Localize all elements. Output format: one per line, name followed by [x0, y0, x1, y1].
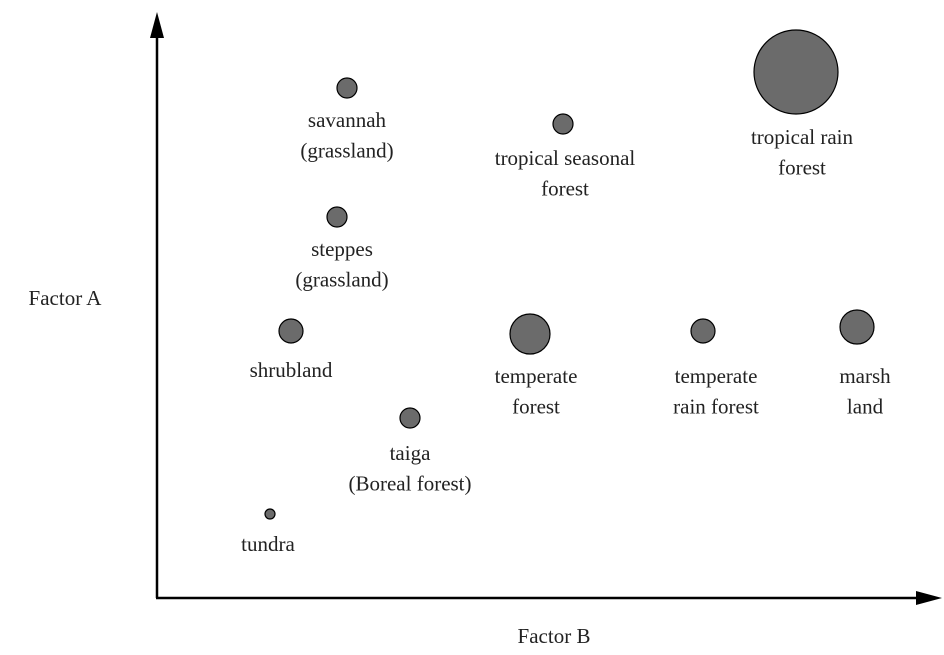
y-arrow [150, 12, 164, 38]
node-label: tropical seasonal [495, 146, 636, 170]
node-label: marsh [839, 364, 891, 388]
x-arrow [916, 591, 942, 605]
node-bubble [399, 407, 421, 429]
node-bubble [509, 313, 551, 355]
node-bubble [264, 508, 276, 520]
node-bubble [326, 206, 348, 228]
node-label: land [847, 394, 884, 418]
node-bubble [753, 29, 839, 115]
node-label: shrubland [250, 358, 333, 382]
node-label: temperate [495, 364, 578, 388]
x-axis-label: Factor B [518, 624, 591, 648]
node-label: taiga [390, 441, 431, 465]
node-bubble [336, 77, 358, 99]
node-label: (grassland) [300, 138, 393, 162]
nodes: savannah (grassland) tropical seasonal fore… [241, 29, 891, 556]
node-label: savannah [308, 108, 387, 132]
node-bubble [839, 309, 875, 345]
node-label: forest [778, 155, 826, 179]
node-bubble [552, 113, 574, 135]
node-label: forest [512, 394, 560, 418]
node-bubble [690, 318, 716, 344]
node-label: forest [541, 176, 589, 200]
node-label: steppes [311, 237, 373, 261]
node-label: (Boreal forest) [348, 471, 471, 495]
y-axis-label: Factor A [29, 286, 103, 310]
node-label: temperate [675, 364, 758, 388]
node-label: tropical rain [751, 125, 854, 149]
node-label: rain forest [673, 394, 759, 418]
node-bubble [278, 318, 304, 344]
node-label: tundra [241, 532, 295, 556]
node-label: (grassland) [295, 267, 388, 291]
